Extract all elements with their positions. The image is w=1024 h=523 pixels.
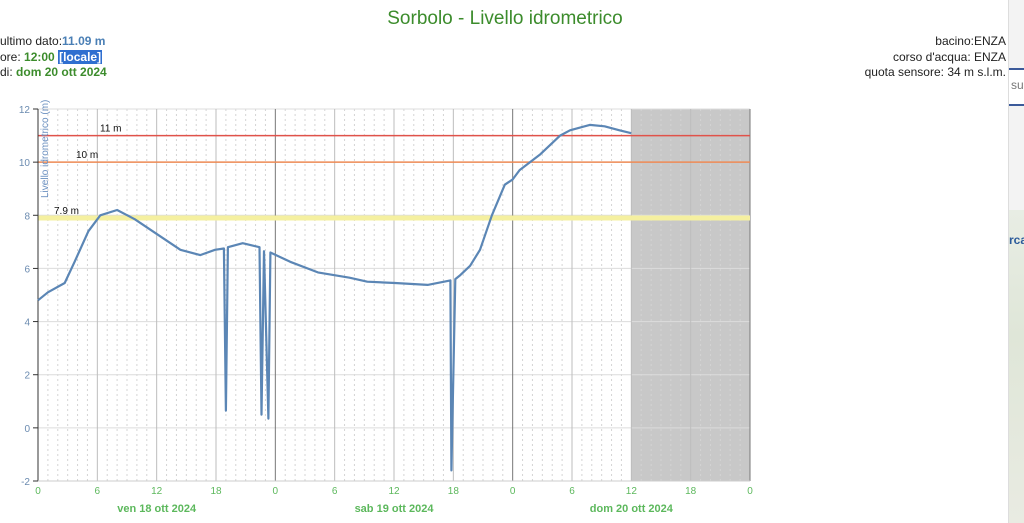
side-tab-label: su	[1011, 78, 1024, 92]
x-tick-label: 18	[210, 486, 222, 497]
day-label: dom 20 ott 2024	[590, 503, 674, 515]
threshold-label: 10 m	[76, 150, 98, 161]
date-value: dom 20 ott 2024	[16, 65, 107, 79]
y-tick-label: -2	[21, 477, 30, 488]
x-tick-label: 0	[747, 486, 753, 497]
x-tick-label: 0	[35, 486, 41, 497]
y-tick-label: 0	[24, 424, 30, 435]
x-tick-label: 18	[448, 486, 460, 497]
last-value: 11.09 m	[62, 34, 106, 48]
basin: bacino:ENZA	[935, 34, 1006, 48]
time-value: 12:00	[24, 49, 55, 64]
time-row: ore: 12:00 [locale]	[0, 49, 107, 66]
level-series-line	[37, 123, 632, 472]
chart-title: Sorbolo - Livello idrometrico	[387, 8, 623, 29]
time-zone: [locale]	[58, 49, 103, 64]
x-tick-label: 0	[510, 486, 516, 497]
x-tick-label: 12	[388, 486, 400, 497]
time-label: ore:	[0, 49, 21, 64]
day-label: ven 18 ott 2024	[117, 503, 197, 515]
y-tick-label: 10	[19, 158, 31, 169]
side-panel: su rca	[1008, 0, 1024, 523]
date-label: di:	[0, 65, 13, 79]
threshold-label: 11 m	[100, 124, 122, 135]
map[interactable]	[1009, 210, 1024, 523]
y-tick-label: 4	[24, 318, 30, 329]
x-tick-label: 0	[273, 486, 279, 497]
y-tick-label: 12	[19, 105, 31, 116]
last-value-row: ultimo dato:11.09 m	[0, 34, 107, 50]
x-tick-label: 6	[569, 486, 575, 497]
x-tick-label: 6	[95, 486, 101, 497]
sensor-altitude: quota sensore: 34 m s.l.m.	[864, 65, 1006, 79]
y-tick-label: 6	[24, 264, 30, 275]
last-value-label: ultimo dato:	[0, 34, 63, 48]
threshold-label: 7.9 m	[54, 206, 79, 217]
day-label: sab 19 ott 2024	[355, 503, 435, 515]
side-tab[interactable]	[1009, 68, 1024, 106]
x-tick-label: 12	[151, 486, 163, 497]
station-info: bacino:ENZA corso d'acqua: ENZA quota se…	[865, 34, 1006, 81]
x-tick-label: 6	[332, 486, 338, 497]
x-tick-label: 12	[626, 486, 638, 497]
x-tick-label: 18	[685, 486, 697, 497]
last-data-info: ultimo dato:11.09 m ore: 12:00 [locale] …	[0, 34, 107, 81]
y-tick-label: 8	[24, 211, 30, 222]
river: corso d'acqua: ENZA	[892, 49, 1006, 64]
y-axis-label: Livello idrometrico (m)	[40, 100, 51, 198]
map-label: rca	[1009, 233, 1024, 247]
y-tick-label: 2	[24, 371, 30, 382]
date-row: di: dom 20 ott 2024	[0, 65, 107, 81]
